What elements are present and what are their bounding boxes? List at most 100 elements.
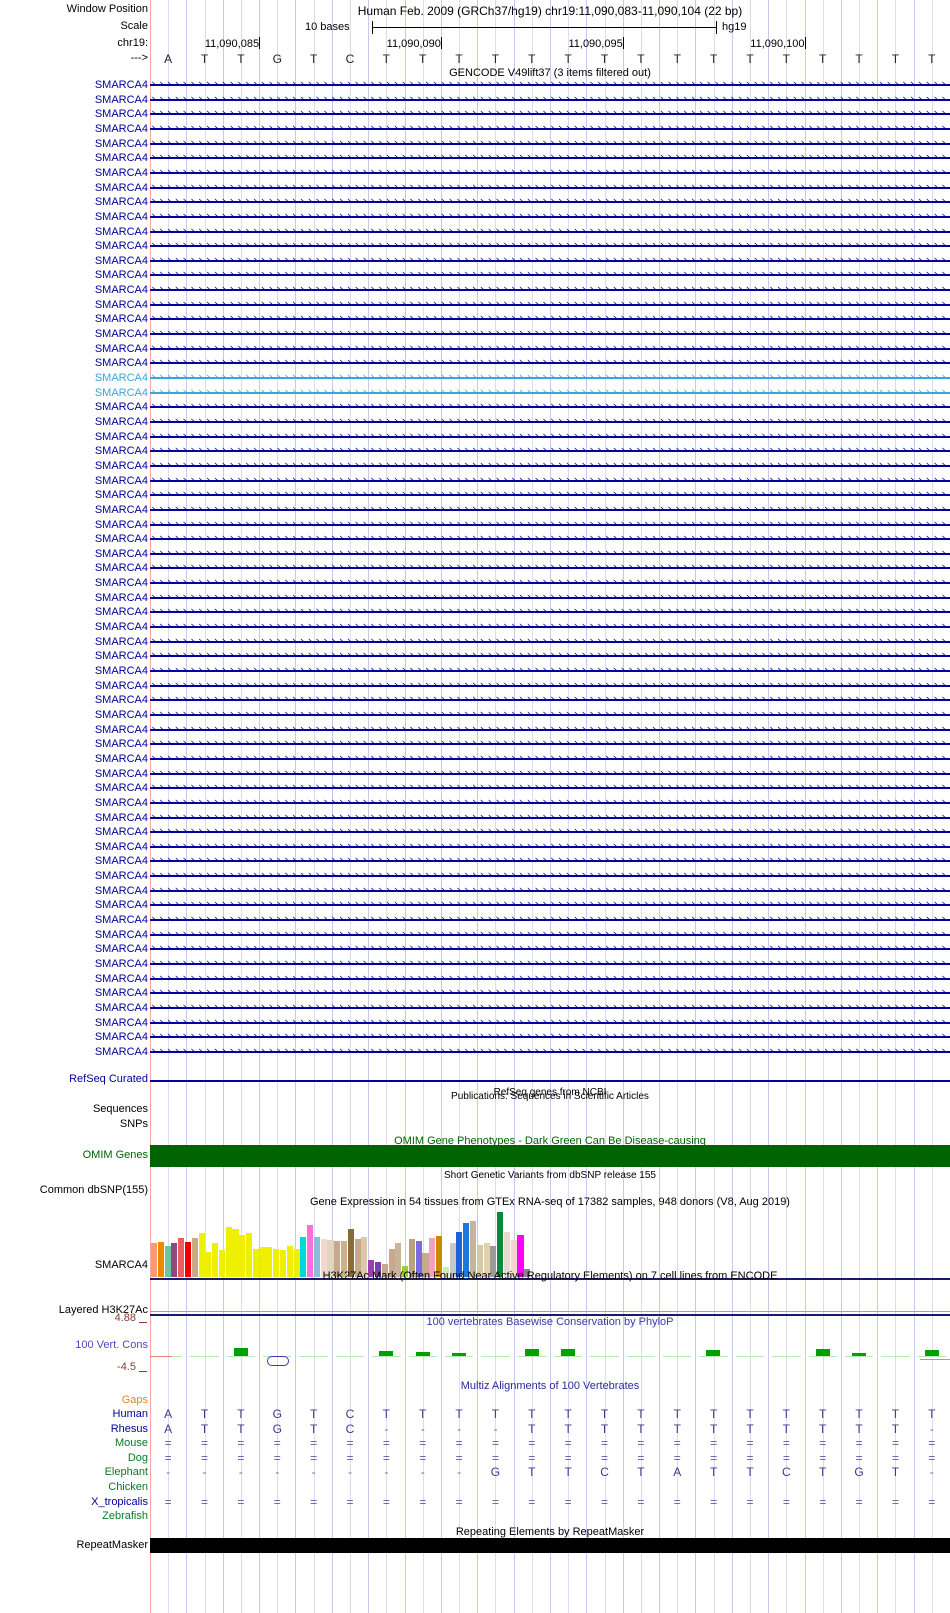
gencode-gene-row[interactable]: ››››››››››››››››››››››››››››››››››››››››…: [150, 267, 950, 282]
repeatmasker-bar[interactable]: [150, 1538, 950, 1553]
gtex-tissue-bar[interactable]: [293, 1248, 300, 1277]
gencode-gene-label[interactable]: SMARCA4: [94, 723, 148, 736]
gtex-tissue-bar[interactable]: [225, 1227, 232, 1277]
gencode-gene-label[interactable]: SMARCA4: [94, 650, 148, 663]
gencode-gene-label[interactable]: SMARCA4: [94, 635, 148, 648]
gtex-tissue-bar[interactable]: [497, 1212, 504, 1277]
gtex-tissue-bar[interactable]: [164, 1245, 171, 1277]
gencode-gene-row[interactable]: ››››››››››››››››››››››››››››››››››››››››…: [150, 780, 950, 795]
gencode-gene-label[interactable]: SMARCA4: [94, 826, 148, 839]
multiz-species-label[interactable]: Chicken: [108, 1481, 148, 1493]
gencode-gene-row[interactable]: ››››››››››››››››››››››››››››››››››››››››…: [150, 546, 950, 561]
gencode-gene-label[interactable]: SMARCA4: [94, 767, 148, 780]
gencode-gene-label[interactable]: SMARCA4: [94, 415, 148, 428]
gencode-gene-label[interactable]: SMARCA4: [94, 459, 148, 472]
gencode-gene-row[interactable]: ››››››››››››››››››››››››››››››››››››››››…: [150, 165, 950, 180]
gencode-gene-label[interactable]: SMARCA4: [94, 254, 148, 267]
gencode-gene-label[interactable]: SMARCA4: [94, 855, 148, 868]
gtex-tissue-bar[interactable]: [334, 1241, 341, 1277]
multiz-species-label[interactable]: Human: [112, 1408, 148, 1420]
gtex-tissue-bar[interactable]: [205, 1252, 212, 1277]
gencode-gene-row[interactable]: ››››››››››››››››››››››››››››››››››››››››…: [150, 282, 950, 297]
gencode-gene-row[interactable]: ››››››››››››››››››››››››››››››››››››››››…: [150, 941, 950, 956]
gencode-gene-label[interactable]: SMARCA4: [94, 738, 148, 751]
gtex-tissue-bar[interactable]: [415, 1241, 422, 1277]
gencode-gene-row[interactable]: ››››››››››››››››››››››››››››››››››››››››…: [150, 868, 950, 883]
gtex-tissue-bar[interactable]: [252, 1248, 259, 1277]
gencode-gene-label[interactable]: SMARCA4: [94, 137, 148, 150]
gencode-gene-label[interactable]: SMARCA4: [94, 474, 148, 487]
gencode-gene-row[interactable]: ››››››››››››››››››››››››››››››››››››››››…: [150, 224, 950, 239]
gencode-gene-label[interactable]: SMARCA4: [94, 1031, 148, 1044]
gencode-gene-row[interactable]: ››››››››››››››››››››››››››››››››››››››››…: [150, 385, 950, 400]
gtex-tissue-bar[interactable]: [157, 1241, 164, 1277]
gtex-tissue-bar[interactable]: [232, 1229, 239, 1277]
h3k27ac-track-label[interactable]: Layered H3K27Ac: [58, 1304, 148, 1316]
gencode-gene-row[interactable]: ››››››››››››››››››››››››››››››››››››››››…: [150, 634, 950, 649]
gencode-gene-label[interactable]: SMARCA4: [94, 298, 148, 311]
gtex-tissue-bar[interactable]: [239, 1234, 246, 1277]
gencode-gene-label[interactable]: SMARCA4: [94, 108, 148, 121]
gencode-gene-label[interactable]: SMARCA4: [94, 621, 148, 634]
gencode-gene-row[interactable]: ››››››››››››››››››››››››››››››››››››››››…: [150, 824, 950, 839]
gencode-gene-row[interactable]: ››››››››››››››››››››››››››››››››››››››››…: [150, 560, 950, 575]
gtex-tissue-bar[interactable]: [300, 1236, 307, 1277]
conservation-track-label[interactable]: 100 Vert. Cons: [75, 1339, 148, 1351]
gencode-gene-row[interactable]: ››››››››››››››››››››››››››››››››››››››››…: [150, 399, 950, 414]
conservation-bar[interactable]: [561, 1349, 575, 1356]
gencode-gene-row[interactable]: ››››››››››››››››››››››››››››››››››››››››…: [150, 502, 950, 517]
gencode-gene-row[interactable]: ››››››››››››››››››››››››››››››››››››››››…: [150, 751, 950, 766]
gtex-tissue-bar[interactable]: [151, 1243, 158, 1277]
gencode-gene-row[interactable]: ››››››››››››››››››››››››››››››››››››››››…: [150, 575, 950, 590]
gencode-gene-row[interactable]: ››››››››››››››››››››››››››››››››››››››››…: [150, 414, 950, 429]
gtex-tissue-bar[interactable]: [436, 1235, 443, 1277]
gtex-tissue-bar[interactable]: [171, 1243, 178, 1277]
gencode-gene-label[interactable]: SMARCA4: [94, 445, 148, 458]
gtex-tissue-bar[interactable]: [381, 1264, 388, 1277]
gencode-gene-label[interactable]: SMARCA4: [94, 533, 148, 546]
gencode-gene-label[interactable]: SMARCA4: [94, 884, 148, 897]
gencode-gene-label[interactable]: SMARCA4: [94, 606, 148, 619]
gencode-gene-label[interactable]: SMARCA4: [94, 240, 148, 253]
gencode-gene-label[interactable]: SMARCA4: [94, 811, 148, 824]
dbsnp-track-label[interactable]: Common dbSNP(155): [39, 1184, 148, 1196]
gencode-gene-label[interactable]: SMARCA4: [94, 958, 148, 970]
conservation-bar[interactable]: [524, 1349, 539, 1356]
omim-track-label[interactable]: OMIM Genes: [82, 1149, 148, 1161]
gencode-gene-row[interactable]: ››››››››››››››››››››››››››››››››››››››››…: [150, 311, 950, 326]
gencode-gene-row[interactable]: ››››››››››››››››››››››››››››››››››››››››…: [150, 253, 950, 268]
gtex-tissue-bar[interactable]: [524, 1269, 531, 1277]
gencode-gene-row[interactable]: ››››››››››››››››››››››››››››››››››››››››…: [150, 370, 950, 385]
multiz-species-label[interactable]: Elephant: [104, 1466, 148, 1479]
gencode-gene-label[interactable]: SMARCA4: [94, 987, 148, 1000]
gtex-tissue-bar[interactable]: [442, 1267, 449, 1277]
gtex-tissue-bar[interactable]: [259, 1246, 266, 1277]
multiz-species-label[interactable]: X_tropicalis: [91, 1495, 148, 1508]
sequences-track-label[interactable]: Sequences: [92, 1103, 148, 1115]
gencode-gene-label[interactable]: SMARCA4: [94, 547, 148, 560]
gencode-gene-row[interactable]: ››››››››››››››››››››››››››››››››››››››››…: [150, 810, 950, 825]
gencode-gene-label[interactable]: SMARCA4: [94, 577, 148, 590]
gencode-gene-row[interactable]: ››››››››››››››››››››››››››››››››››››››››…: [150, 604, 950, 619]
gencode-gene-label[interactable]: SMARCA4: [94, 122, 148, 135]
gtex-track-label[interactable]: SMARCA4: [94, 1259, 148, 1271]
gencode-gene-row[interactable]: ››››››››››››››››››››››››››››››››››››››››…: [150, 458, 950, 473]
gtex-tissue-bar[interactable]: [510, 1240, 517, 1277]
gencode-gene-row[interactable]: ››››››››››››››››››››››››››››››››››››››››…: [150, 971, 950, 986]
conservation-plot[interactable]: [150, 1318, 950, 1374]
gencode-gene-label[interactable]: SMARCA4: [94, 943, 148, 956]
multiz-species-label[interactable]: Mouse: [114, 1437, 148, 1450]
conservation-bar[interactable]: [451, 1353, 466, 1356]
gencode-gene-label[interactable]: SMARCA4: [94, 518, 148, 531]
gtex-tissue-bar[interactable]: [191, 1238, 198, 1277]
gencode-gene-label[interactable]: SMARCA4: [94, 840, 148, 853]
gencode-gene-label[interactable]: SMARCA4: [94, 79, 148, 91]
gencode-gene-row[interactable]: ››››››››››››››››››››››››››››››››››››››››…: [150, 722, 950, 737]
refseq-track-title[interactable]: RefSeq genes from NCBI: [493, 1087, 607, 1098]
gencode-gene-row[interactable]: ››››››››››››››››››››››››››››››››››››››››…: [150, 590, 950, 605]
gtex-tissue-bar[interactable]: [483, 1243, 490, 1277]
gtex-tissue-bar[interactable]: [374, 1261, 381, 1277]
gencode-gene-label[interactable]: SMARCA4: [94, 665, 148, 677]
gencode-gene-label[interactable]: SMARCA4: [94, 782, 148, 795]
gencode-gene-label[interactable]: SMARCA4: [94, 386, 148, 399]
